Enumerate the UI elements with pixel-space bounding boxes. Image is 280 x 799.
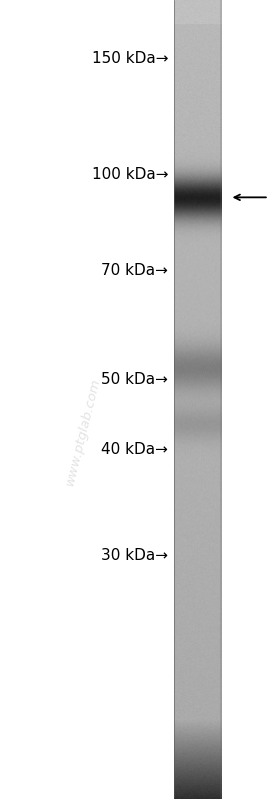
Text: 40 kDa→: 40 kDa→: [101, 443, 168, 457]
Text: 70 kDa→: 70 kDa→: [101, 263, 168, 277]
Text: 50 kDa→: 50 kDa→: [101, 372, 168, 387]
Text: 100 kDa→: 100 kDa→: [92, 167, 168, 181]
Text: www.ptglab.com: www.ptglab.com: [63, 376, 102, 487]
Text: 150 kDa→: 150 kDa→: [92, 51, 168, 66]
Text: 30 kDa→: 30 kDa→: [101, 548, 168, 562]
